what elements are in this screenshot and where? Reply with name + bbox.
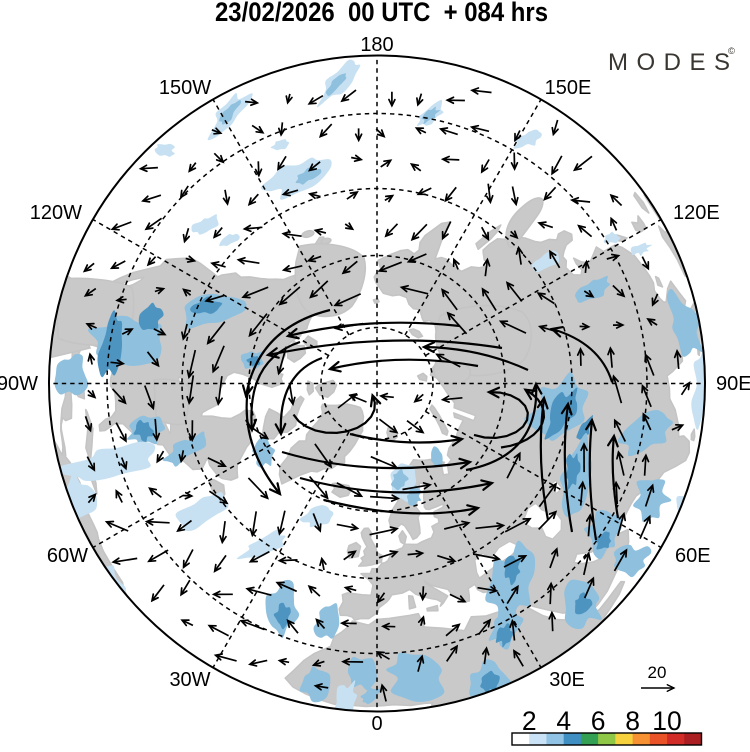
svg-text:30E: 30E: [549, 669, 585, 691]
svg-text:23/02/2026 00 UTC + 084 hrs: 23/02/2026 00 UTC + 084 hrs: [215, 0, 548, 27]
svg-text:©: ©: [728, 46, 735, 57]
svg-text:150E: 150E: [545, 77, 592, 99]
svg-text:180: 180: [360, 34, 393, 56]
svg-text:90E: 90E: [716, 373, 750, 395]
svg-text:20: 20: [648, 663, 667, 682]
svg-text:8: 8: [625, 706, 640, 736]
svg-text:120W: 120W: [30, 202, 82, 224]
svg-text:MODES: MODES: [608, 49, 739, 76]
svg-text:150W: 150W: [159, 77, 211, 99]
svg-text:2: 2: [522, 706, 537, 736]
svg-text:60E: 60E: [675, 545, 711, 567]
svg-text:0: 0: [371, 713, 382, 735]
svg-text:6: 6: [591, 706, 606, 736]
svg-text:30W: 30W: [169, 669, 210, 691]
svg-text:60W: 60W: [47, 545, 88, 567]
svg-text:120E: 120E: [673, 202, 720, 224]
svg-text:4: 4: [556, 706, 571, 736]
svg-text:10: 10: [652, 706, 681, 736]
svg-text:90W: 90W: [0, 373, 38, 395]
